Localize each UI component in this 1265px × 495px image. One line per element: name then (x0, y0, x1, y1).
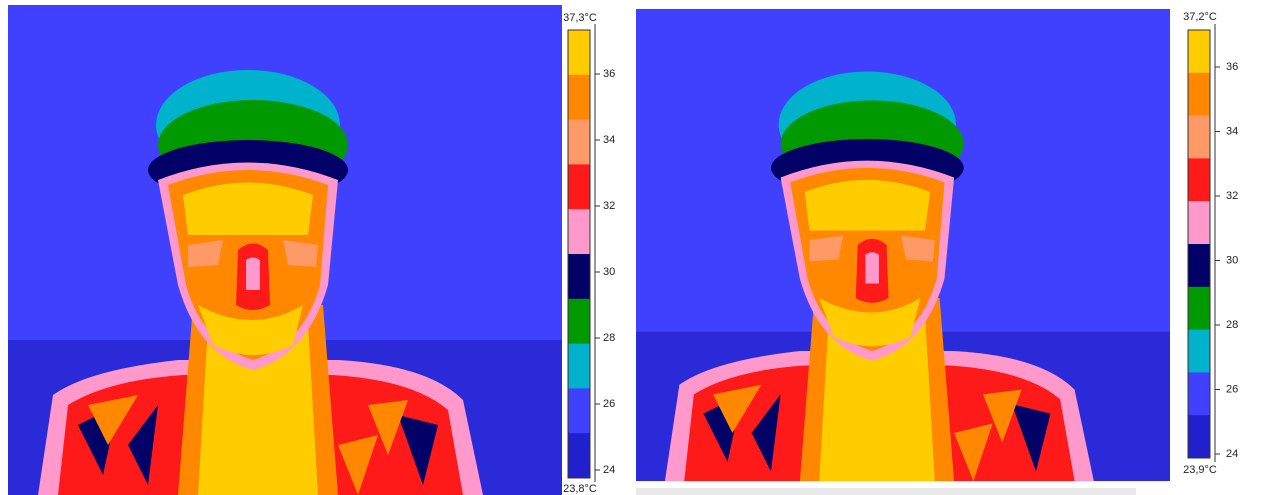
colorbar-band (568, 299, 590, 344)
tick-label: 28 (1226, 319, 1238, 331)
tick-label: 26 (603, 398, 615, 410)
tick-label: 36 (1226, 61, 1238, 73)
colorbar-band (568, 164, 590, 209)
colorbar-band (568, 75, 590, 120)
colorbar-band (1188, 116, 1210, 159)
colorbar-band (568, 209, 590, 254)
toolbar (636, 488, 1136, 495)
scale-max-label: 37,2°C (1183, 11, 1217, 23)
tick-label: 30 (1226, 254, 1238, 266)
tick-label: 26 (1226, 383, 1238, 395)
tick-label: 24 (603, 464, 615, 476)
colorbar-band (1188, 158, 1210, 201)
tick-label: 34 (1226, 125, 1238, 137)
colorbar-band (1188, 287, 1210, 330)
thermal-image (8, 5, 562, 495)
tick-label: 34 (603, 134, 615, 146)
colorbar-band (568, 433, 590, 478)
tick-label: 24 (1226, 448, 1238, 460)
scale-min-label: 23,8°C (563, 483, 597, 495)
scale-min-label: 23,9°C (1183, 464, 1217, 476)
colorbar-band (1188, 415, 1210, 458)
page: 37,3°C 23,8°C 24 26 28 30 32 34 36 37,2°C 23,9°C 24… (0, 0, 1265, 495)
colorbar-band (568, 388, 590, 433)
colorbar-band (568, 254, 590, 299)
tick-label: 32 (1226, 190, 1238, 202)
colorbar-band (1188, 30, 1210, 73)
colorbar-band (1188, 372, 1210, 415)
colorbar-band (1188, 244, 1210, 287)
colorbar-band (568, 30, 590, 75)
thermal-image (636, 9, 1170, 481)
tick-label: 30 (603, 266, 615, 278)
tick-label: 28 (603, 332, 615, 344)
screen: 37,3°C 23,8°C 24 26 28 30 32 34 36 37,2°C 23,9°C 24… (0, 0, 1265, 495)
scale-max-label: 37,3°C (563, 12, 597, 24)
tick-label: 32 (603, 200, 615, 212)
colorbar-band (1188, 330, 1210, 373)
tick-label: 36 (603, 68, 615, 80)
colorbar-band (1188, 73, 1210, 116)
colorbar-band (568, 344, 590, 389)
colorbar-band (1188, 201, 1210, 244)
colorbar-band (568, 120, 590, 165)
